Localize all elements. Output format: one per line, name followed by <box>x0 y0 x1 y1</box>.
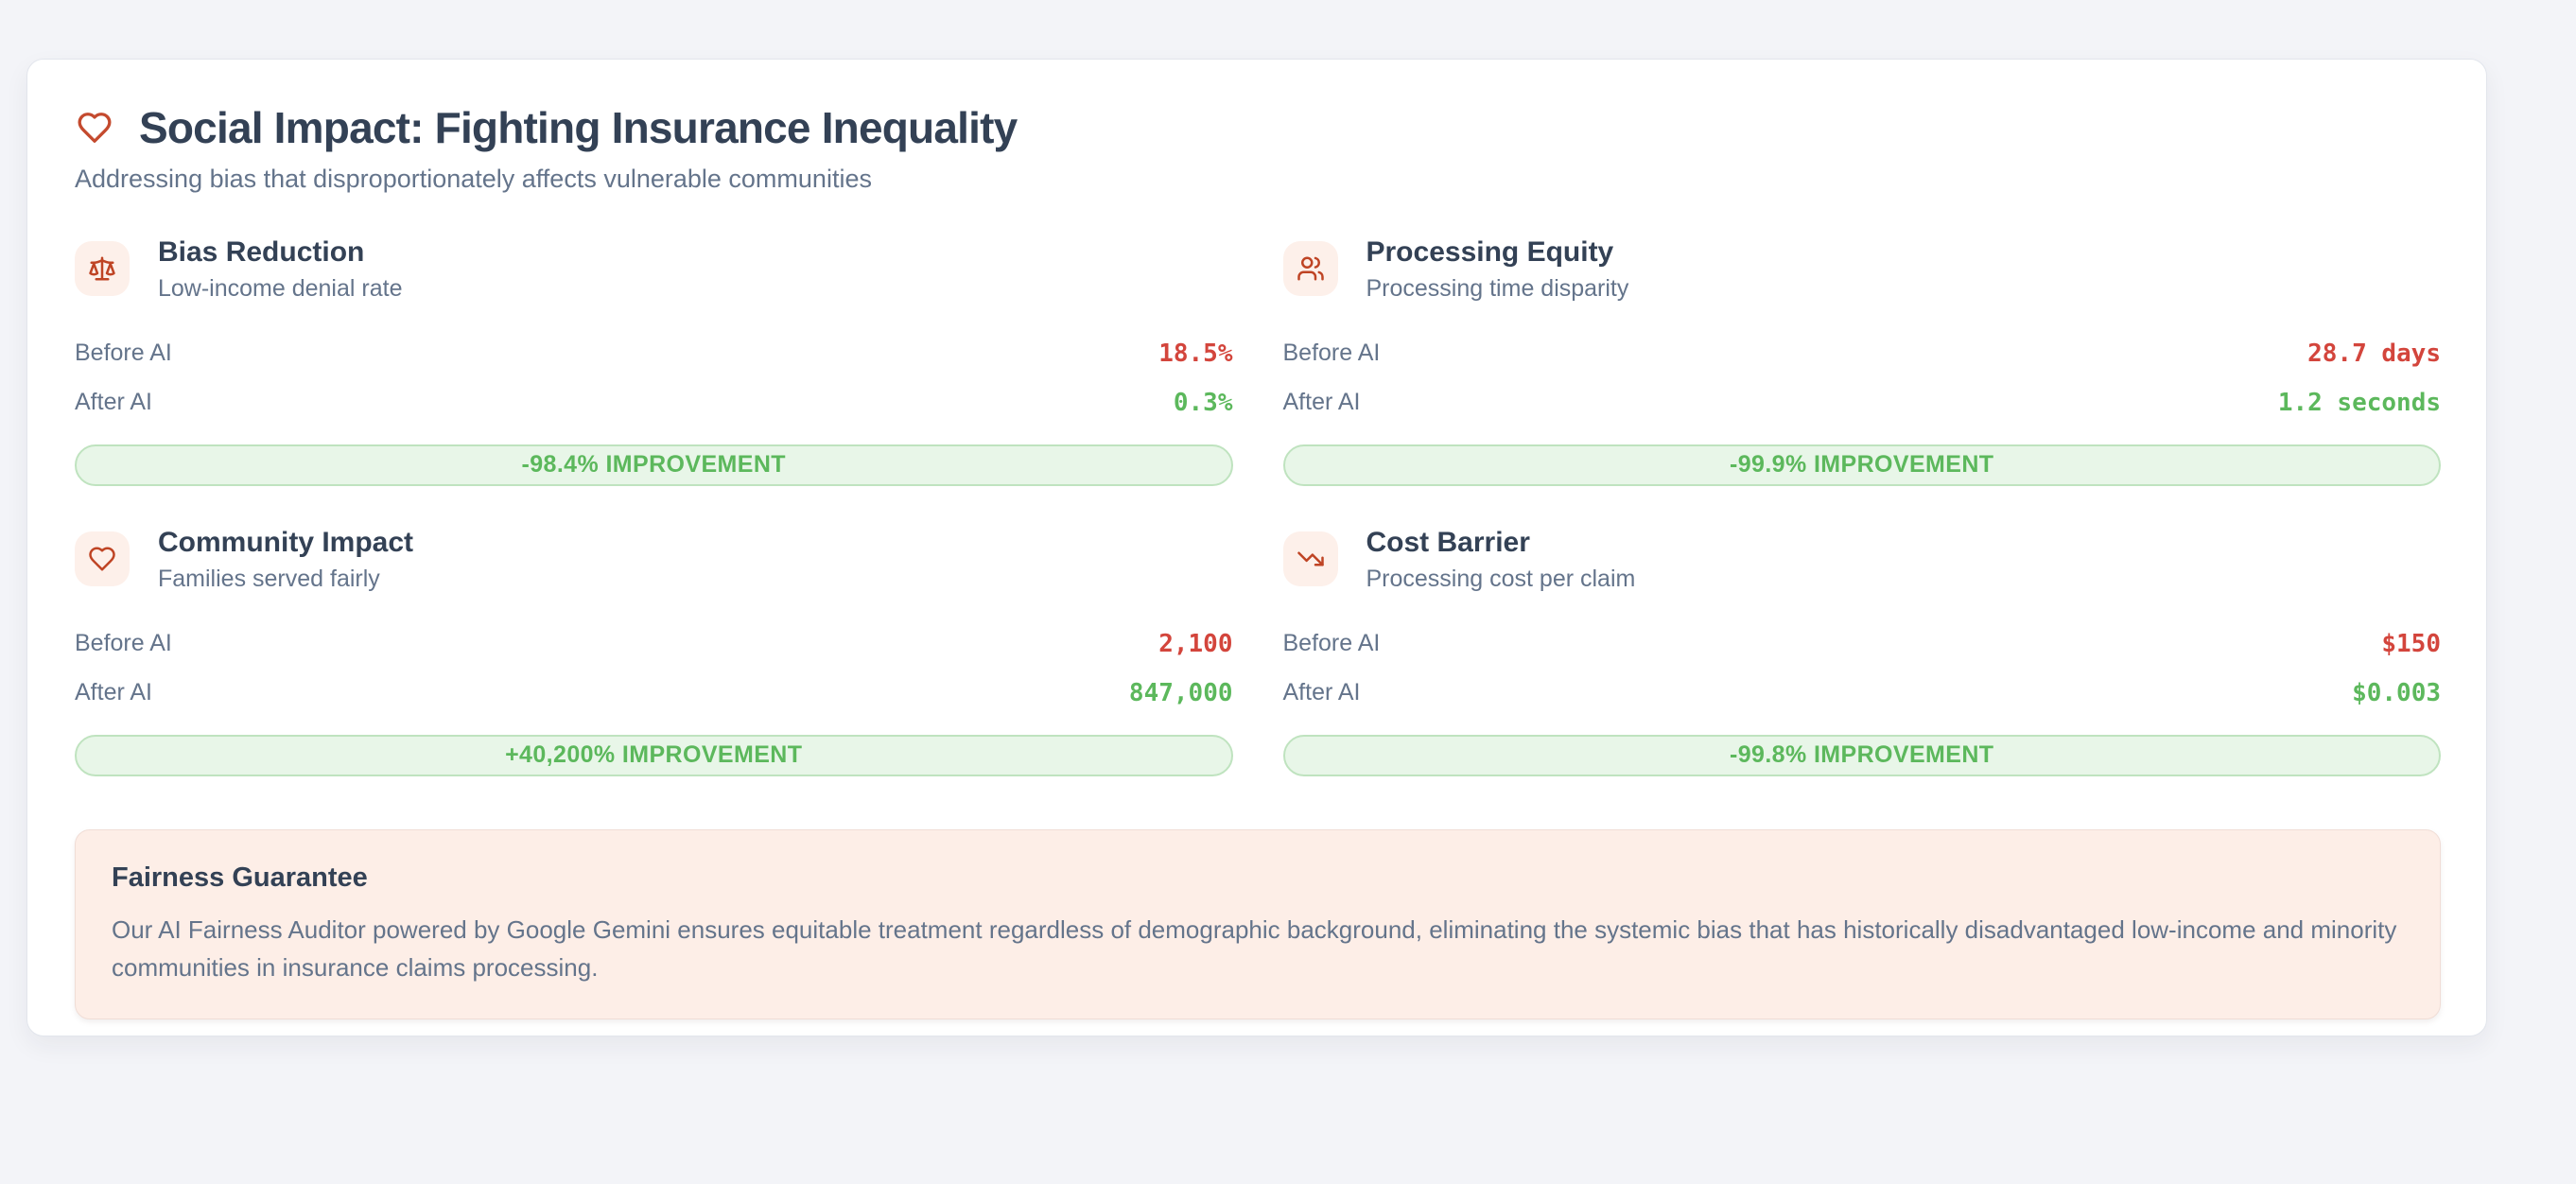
after-ai-row: After AI 847,000 <box>75 669 1233 718</box>
panel-header: Social Impact: Fighting Insurance Inequa… <box>75 103 2441 153</box>
metric-subtitle: Processing cost per claim <box>1366 565 1636 592</box>
after-ai-row: After AI 1.2 seconds <box>1283 378 2442 427</box>
before-ai-value: $150 <box>2381 629 2441 658</box>
improvement-badge: -99.8% IMPROVEMENT <box>1282 734 2441 776</box>
page-title: Social Impact: Fighting Insurance Inequa… <box>139 103 1018 152</box>
before-ai-value: 28.7 days <box>2307 339 2441 368</box>
metric-heading: Processing Equity Processing time dispar… <box>1366 235 1629 303</box>
metric-subtitle: Families served fairly <box>158 565 380 592</box>
before-ai-row: Before AI 28.7 days <box>1283 329 2442 378</box>
metric-subtitle: Low-income denial rate <box>158 274 403 302</box>
metric-rows: Before AI $150 After AI $0.003 <box>1283 619 2442 718</box>
metric-card-cost-barrier: Cost Barrier Processing cost per claim B… <box>1282 526 2442 776</box>
metric-header: Cost Barrier Processing cost per claim <box>1282 526 2442 593</box>
metric-heading: Cost Barrier Processing cost per claim <box>1366 526 1636 593</box>
page-subtitle: Addressing bias that disproportionately … <box>75 164 872 193</box>
metric-rows: Before AI 18.5% After AI 0.3% <box>75 329 1233 427</box>
metric-header: Processing Equity Processing time dispar… <box>1282 235 2442 303</box>
metric-heading: Community Impact Families served fairly <box>158 526 413 593</box>
before-ai-label: Before AI <box>1282 630 1381 657</box>
fairness-body: Our AI Fairness Auditor powered by Googl… <box>112 914 2397 982</box>
metric-rows: Before AI 28.7 days After AI 1.2 seconds <box>1283 329 2442 427</box>
before-ai-label: Before AI <box>75 630 172 657</box>
before-ai-row: Before AI 2,100 <box>75 619 1233 669</box>
after-ai-value: 847,000 <box>1128 678 1233 707</box>
improvement-badge: +40,200% IMPROVEMENT <box>75 734 1233 776</box>
metric-title: Community Impact <box>158 526 414 558</box>
before-ai-value: 2,100 <box>1158 629 1233 658</box>
after-ai-value: $0.003 <box>2352 678 2441 707</box>
after-ai-value: 0.3% <box>1173 388 1233 417</box>
metric-card-bias-reduction: Bias Reduction Low-income denial rate Be… <box>75 235 1233 486</box>
metric-heading: Bias Reduction Low-income denial rate <box>158 235 402 303</box>
metric-title: Cost Barrier <box>1366 526 1530 558</box>
users-icon <box>1282 241 1338 297</box>
before-ai-row: Before AI $150 <box>1283 619 2442 669</box>
heart-icon <box>75 531 130 587</box>
metrics-grid: Bias Reduction Low-income denial rate Be… <box>75 235 2441 776</box>
after-ai-value: 1.2 seconds <box>2277 388 2441 417</box>
metric-subtitle: Processing time disparity <box>1366 274 1629 302</box>
heart-icon <box>75 110 114 146</box>
after-ai-label: After AI <box>1282 679 1361 706</box>
fairness-guarantee-box: Fairness Guarantee Our AI Fairness Audit… <box>75 828 2441 1019</box>
after-ai-label: After AI <box>1282 389 1361 416</box>
metric-card-processing-equity: Processing Equity Processing time dispar… <box>1282 235 2442 486</box>
metric-title: Processing Equity <box>1366 235 1614 268</box>
before-ai-value: 18.5% <box>1158 339 1233 368</box>
metric-title: Bias Reduction <box>158 235 365 268</box>
metric-header: Community Impact Families served fairly <box>75 526 1233 593</box>
after-ai-label: After AI <box>75 389 152 416</box>
metric-card-community-impact: Community Impact Families served fairly … <box>75 526 1233 776</box>
after-ai-label: After AI <box>75 679 152 706</box>
trending-down-icon <box>1282 531 1338 587</box>
improvement-badge: -98.4% IMPROVEMENT <box>75 444 1233 486</box>
metric-header: Bias Reduction Low-income denial rate <box>75 235 1233 303</box>
before-ai-row: Before AI 18.5% <box>75 329 1233 378</box>
after-ai-row: After AI 0.3% <box>75 378 1233 427</box>
before-ai-label: Before AI <box>75 340 172 367</box>
improvement-badge: -99.9% IMPROVEMENT <box>1282 444 2441 486</box>
scale-icon <box>75 241 130 297</box>
after-ai-row: After AI $0.003 <box>1283 669 2442 718</box>
fairness-title: Fairness Guarantee <box>112 862 368 893</box>
social-impact-panel: Social Impact: Fighting Insurance Inequa… <box>26 59 2487 1036</box>
metric-rows: Before AI 2,100 After AI 847,000 <box>75 619 1233 718</box>
before-ai-label: Before AI <box>1282 340 1381 367</box>
